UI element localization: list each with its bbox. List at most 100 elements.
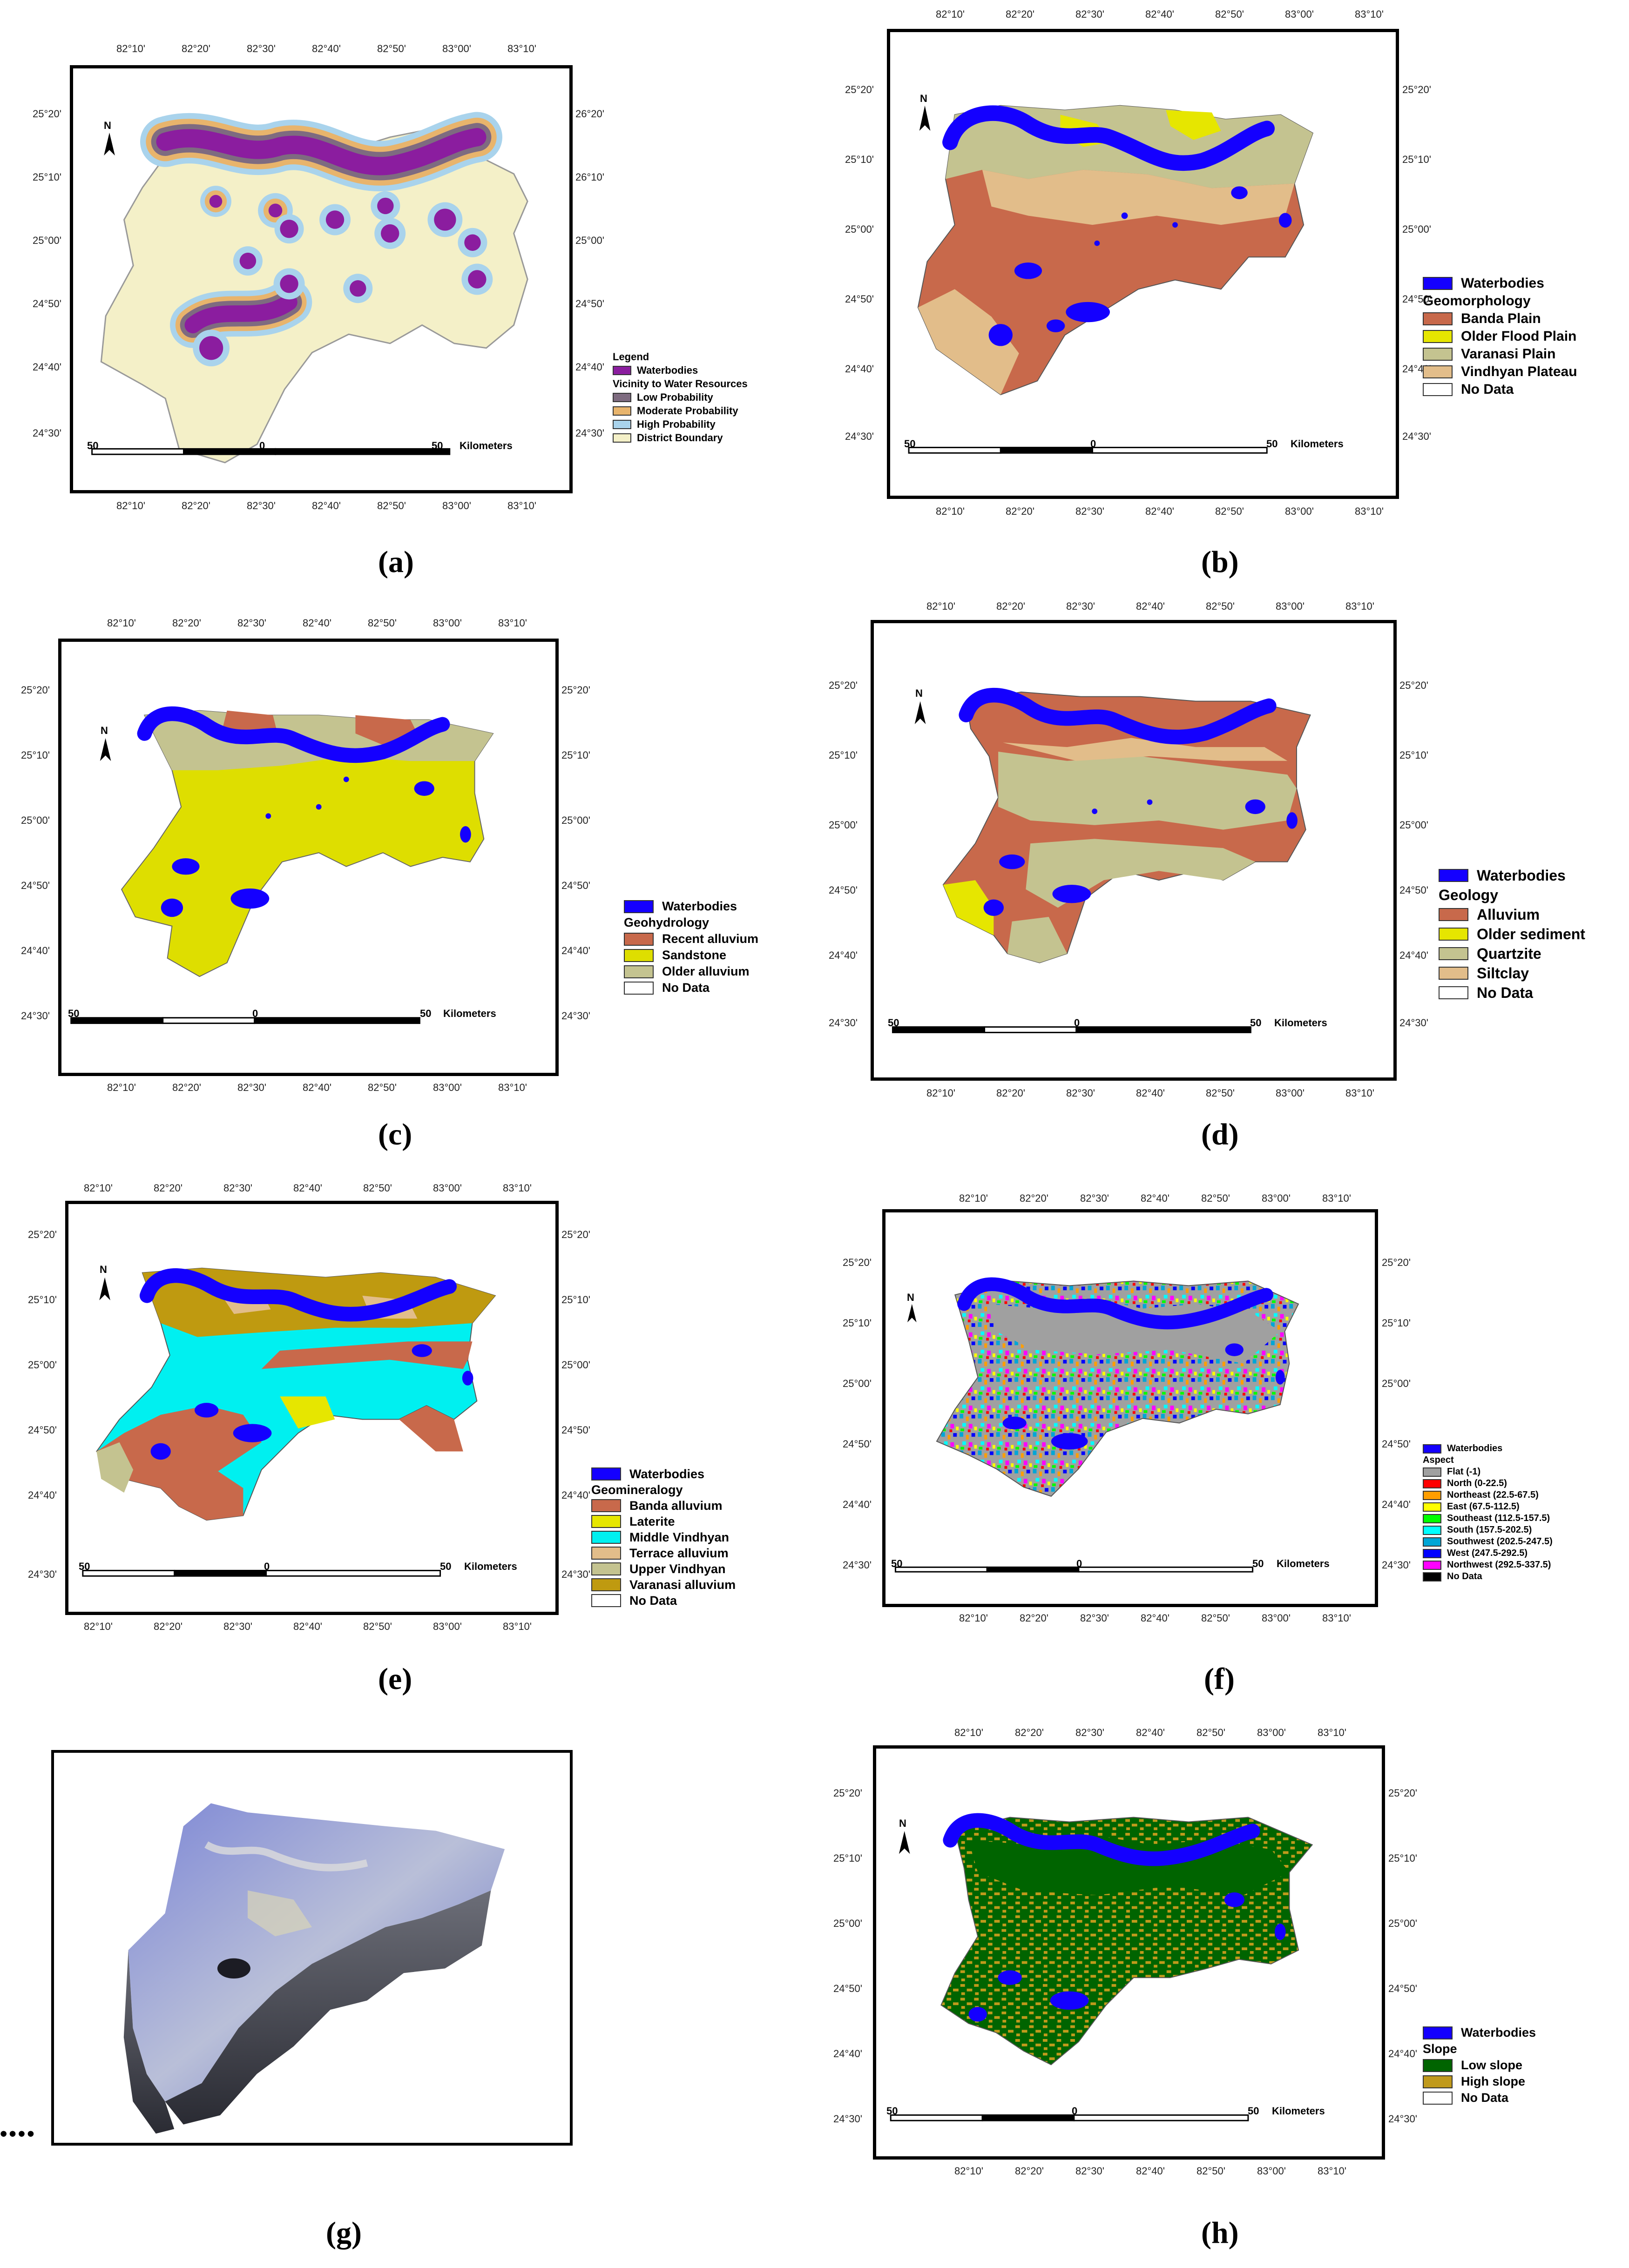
- tick-bottom: 82°10': [959, 1612, 988, 1624]
- tick-right: 24°50': [1388, 1983, 1417, 1994]
- legend-item: Varanasi alluvium: [591, 1577, 736, 1593]
- scale-right-label: 50: [420, 1008, 432, 1019]
- legend-item-label: East (67.5-112.5): [1447, 1501, 1520, 1512]
- legend-item-label: Recent alluvium: [662, 932, 759, 946]
- legend-heading: Legend: [613, 351, 649, 363]
- tick-right: 24°50': [1399, 884, 1428, 896]
- tick-right: 25°10': [1382, 1317, 1411, 1329]
- map-frame-e: 50 0 50 Kilometers N: [65, 1201, 559, 1615]
- legend-item-label: South (157.5-202.5): [1447, 1525, 1532, 1535]
- tick-top: 82°40': [1136, 1727, 1165, 1738]
- north-label: N: [104, 120, 111, 131]
- tick-right: 24°50': [561, 880, 590, 891]
- legend-item: Moderate Probability: [613, 404, 748, 417]
- tick-bottom: 82°10': [954, 2165, 983, 2177]
- legend-item-label: No Data: [1477, 984, 1533, 1001]
- scale-left-label: 50: [886, 2105, 898, 2117]
- legend-item: District Boundary: [613, 431, 748, 444]
- tick-top: 82°50': [1215, 8, 1244, 20]
- legend-c: Waterbodies Geohydrology Recent alluvium…: [624, 898, 758, 996]
- legend-item-label: Waterbodies: [1461, 276, 1544, 291]
- tick-top: 82°50': [363, 1182, 392, 1194]
- tick-bottom: 83°00': [433, 1082, 462, 1093]
- tick-bottom: 82°30': [237, 1082, 266, 1093]
- tick-right: 25°10': [1388, 1852, 1417, 1864]
- legend-item-label: Waterbodies: [629, 1467, 705, 1481]
- legend-item-label: Banda alluvium: [629, 1499, 723, 1513]
- tick-left: 24°30': [845, 431, 874, 442]
- scale-unit-label: Kilometers: [1272, 2105, 1325, 2117]
- tick-left: 24°30': [829, 1017, 858, 1029]
- scale-unit-label: Kilometers: [1277, 1558, 1330, 1569]
- legend-item-waterbodies: Waterbodies: [1439, 866, 1585, 885]
- legend-item: No Data: [1423, 1571, 1553, 1582]
- legend-item: Quartzite: [1439, 944, 1585, 963]
- legend-item-waterbodies: Waterbodies: [613, 363, 748, 377]
- tick-top: 82°10': [116, 43, 145, 54]
- tick-right: 25°20': [1388, 1787, 1417, 1799]
- legend-f: Waterbodies Aspect Flat (-1) North (0-22…: [1423, 1443, 1553, 1582]
- legend-item: South (157.5-202.5): [1423, 1524, 1553, 1536]
- legend-item-waterbodies: Waterbodies: [1423, 275, 1577, 292]
- legend-item-label: Sandstone: [662, 948, 727, 962]
- tick-bottom: 83°10': [1318, 2165, 1346, 2177]
- scale-right-label: 50: [1266, 438, 1278, 450]
- legend-item-label: Terrace alluvium: [629, 1546, 729, 1560]
- tick-bottom: 83°00': [433, 1621, 462, 1632]
- tick-bottom: 82°50': [1196, 2165, 1225, 2177]
- legend-item-label: Upper Vindhyan: [629, 1562, 726, 1576]
- tick-left: 24°40': [843, 1499, 872, 1510]
- scale-left-label: 50: [68, 1008, 80, 1019]
- tick-right: 26°20': [575, 108, 604, 120]
- legend-item-label: Waterbodies: [637, 364, 698, 376]
- panel-a: 50 0 50 Kilometers N 82°10' 82°20' 82°30…: [0, 0, 815, 600]
- tick-left: 24°50': [843, 1438, 872, 1450]
- legend-item: Recent alluvium: [624, 931, 758, 947]
- tick-right: 24°40': [575, 361, 604, 373]
- tick-top: 82°30': [1075, 8, 1104, 20]
- tick-top: 83°00': [1276, 600, 1305, 612]
- map-frame-c: 50 0 50 Kilometers N: [58, 639, 559, 1076]
- legend-title: Vicinity to Water Resources: [613, 378, 748, 390]
- legend-title: Geomorphology: [1423, 293, 1531, 309]
- tick-bottom: 82°40': [1141, 1612, 1169, 1624]
- scale-right-label: 50: [440, 1561, 452, 1572]
- scale-left-label: 50: [87, 440, 99, 451]
- tick-bottom: 82°40': [293, 1621, 322, 1632]
- panel-h: 50 0 50 Kilometers N 82°10' 82°20' 82°30…: [815, 1703, 1629, 2268]
- legend-item-label: No Data: [1461, 2091, 1509, 2105]
- legend-b: Waterbodies Geomorphology Banda Plain Ol…: [1423, 275, 1577, 398]
- tick-left: 24°50': [28, 1424, 57, 1436]
- tick-bottom: 82°10': [936, 505, 965, 517]
- tick-top: 83°10': [1345, 600, 1374, 612]
- map-frame-f: 50 0 50 Kilometers N: [882, 1209, 1378, 1607]
- tick-top: 82°50': [1196, 1727, 1225, 1738]
- tick-top: 82°20': [182, 43, 210, 54]
- tick-right: 25°10': [1402, 154, 1431, 165]
- legend-item: Southeast (112.5-157.5): [1423, 1513, 1553, 1524]
- scale-right-label: 50: [1250, 1017, 1262, 1029]
- tick-bottom: 83°10': [498, 1082, 527, 1093]
- tick-right: 25°00': [561, 1359, 590, 1371]
- tick-top: 82°40': [1136, 600, 1165, 612]
- scale-mid-label: 0: [1076, 1558, 1082, 1569]
- geohydrology-map: [70, 706, 494, 1024]
- tick-top: 82°30': [1080, 1192, 1109, 1204]
- scale-left-label: 50: [891, 1558, 903, 1569]
- legend-item: Terrace alluvium: [591, 1545, 736, 1561]
- aspect-map: [894, 1277, 1299, 1573]
- tick-left: 25°20': [33, 108, 61, 120]
- panel-c: 50 0 50 Kilometers N 82°10' 82°20' 82°30…: [0, 600, 815, 1173]
- district-map-a: [91, 112, 528, 464]
- tick-top: 82°40': [303, 617, 331, 629]
- tick-top: 82°10': [84, 1182, 113, 1194]
- tick-top: 82°40': [1141, 1192, 1169, 1204]
- scale-unit-label: Kilometers: [1291, 438, 1344, 450]
- tick-left: 25°00': [843, 1378, 872, 1389]
- legend-item-label: Older Flood Plain: [1461, 329, 1577, 344]
- tick-top: 82°10': [926, 600, 955, 612]
- legend-item-label: West (247.5-292.5): [1447, 1548, 1528, 1558]
- legend-item-label: No Data: [1447, 1571, 1482, 1582]
- geology-map: [892, 687, 1311, 1033]
- legend-item: No Data: [624, 980, 758, 996]
